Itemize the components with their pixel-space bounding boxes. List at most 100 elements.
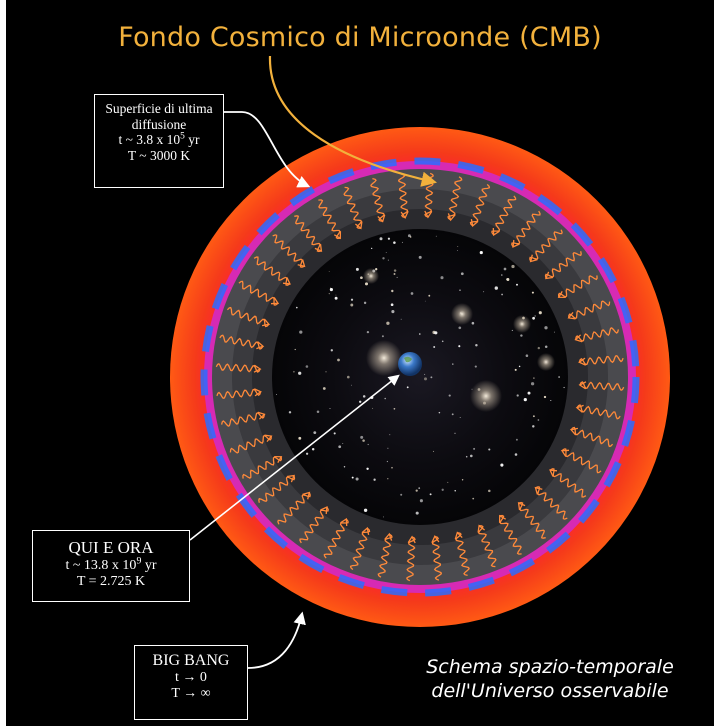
star <box>440 276 444 280</box>
galaxy-glow <box>366 340 402 376</box>
star <box>488 489 491 493</box>
star <box>333 432 336 435</box>
photon-arrowhead <box>384 532 393 541</box>
star <box>469 454 473 458</box>
star <box>514 453 518 456</box>
star <box>410 292 414 295</box>
star <box>381 335 384 338</box>
star <box>532 316 535 320</box>
star <box>538 311 542 315</box>
cmb-title-arrow <box>268 55 438 187</box>
star <box>384 397 386 400</box>
star <box>473 447 476 450</box>
photon-arrowhead <box>261 318 271 327</box>
photon-wave <box>529 229 563 262</box>
photon-arrowhead <box>264 434 273 443</box>
star <box>400 493 403 496</box>
photon-arrowhead <box>498 514 507 523</box>
star <box>313 431 317 435</box>
photon-arrowhead <box>424 210 433 219</box>
bigbang-temperature: T → ∞ <box>171 686 211 702</box>
photon-wave <box>561 448 602 474</box>
star <box>296 306 298 309</box>
star <box>335 294 337 296</box>
star <box>459 289 461 291</box>
star <box>363 301 367 305</box>
photon-wave <box>219 334 264 350</box>
star <box>424 377 427 381</box>
photon-wave <box>294 215 322 253</box>
galaxy-glow <box>537 353 555 371</box>
star <box>366 330 370 334</box>
star <box>362 395 366 398</box>
photon-arrowhead <box>333 231 342 240</box>
star <box>328 270 330 272</box>
star <box>409 236 412 238</box>
star <box>501 293 504 296</box>
star <box>383 516 384 518</box>
star <box>418 255 422 259</box>
star <box>483 291 485 293</box>
star <box>471 321 475 325</box>
photon-wave <box>377 533 393 578</box>
photon-arrowhead <box>297 259 306 268</box>
here-temperature: T = 2.725 K <box>76 573 146 589</box>
star <box>329 288 333 292</box>
star <box>343 466 346 468</box>
here-time: t ~ 13.8 x 109 yr <box>65 554 157 573</box>
photon-arrowhead <box>492 227 500 237</box>
universe-diagram <box>170 55 670 669</box>
star <box>537 346 540 350</box>
star <box>428 294 431 297</box>
star <box>527 391 531 395</box>
star <box>488 448 491 451</box>
star <box>438 411 441 414</box>
star <box>472 497 475 500</box>
star <box>533 377 535 379</box>
photon-wave <box>216 388 262 400</box>
photon-wave <box>272 234 305 268</box>
photon-arrowhead <box>560 449 570 457</box>
photon-arrowhead <box>400 211 409 219</box>
photon-wave <box>568 300 611 320</box>
star <box>511 329 513 331</box>
photon-arrowhead <box>569 427 579 436</box>
star <box>432 450 435 452</box>
star <box>532 425 535 428</box>
star <box>434 331 438 335</box>
star <box>452 363 454 365</box>
photon-wave <box>238 280 279 306</box>
photon-wave <box>277 492 311 525</box>
star <box>474 365 477 368</box>
photon-wave <box>370 177 385 223</box>
star <box>515 438 518 441</box>
here-arrow <box>189 374 400 541</box>
star <box>514 368 517 371</box>
star <box>325 371 327 373</box>
bigbang-time: t → 0 <box>175 670 207 686</box>
photon-wave <box>544 251 582 279</box>
star <box>382 257 385 260</box>
bigbang-arrow <box>247 611 306 669</box>
photon-arrowhead <box>302 491 311 500</box>
galaxy-glow <box>470 380 502 412</box>
star <box>518 365 521 368</box>
star <box>387 478 389 480</box>
star <box>373 478 376 481</box>
star <box>322 387 326 390</box>
photon-arrowhead <box>447 213 456 222</box>
photon-arrowhead <box>256 341 265 350</box>
star <box>544 326 548 330</box>
photon-wave <box>226 306 270 328</box>
star <box>563 386 565 389</box>
star <box>360 276 363 280</box>
surface-arrow <box>224 111 311 188</box>
photon-wave <box>447 176 463 221</box>
here-label-title: QUI E ORA <box>68 538 154 557</box>
star <box>371 247 373 250</box>
star <box>334 296 338 300</box>
star <box>367 443 369 446</box>
photon-arrowhead <box>287 474 296 483</box>
star <box>516 283 518 286</box>
photon-arrowhead <box>274 455 283 464</box>
